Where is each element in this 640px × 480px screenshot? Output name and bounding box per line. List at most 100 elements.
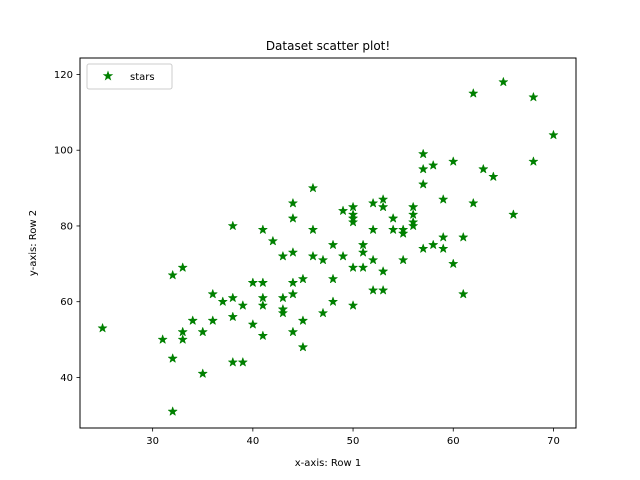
y-tick-label: 120 [54,70,73,81]
data-point [258,293,268,302]
legend: stars [86,63,173,90]
data-point [228,221,238,230]
data-point [248,319,258,329]
data-point [288,277,298,287]
plot-area [80,58,576,428]
data-point [408,217,418,227]
data-point [208,289,218,299]
data-point [458,232,468,242]
x-tick-label: 30 [146,436,159,447]
y-axis-label: y-axis: Row 2 [28,210,39,276]
scatter-points [97,77,559,416]
data-point [168,270,178,280]
data-point [348,217,358,227]
y-tick-label: 80 [60,221,73,232]
data-point [368,224,378,234]
data-point [408,209,418,219]
data-point [198,368,208,378]
plot-frame [79,57,577,429]
data-point [178,334,188,344]
data-point [278,304,288,314]
data-point [228,293,238,302]
data-point [168,353,178,363]
data-point [178,327,188,337]
data-point [378,202,388,212]
data-point [358,239,368,249]
data-point [398,224,408,234]
data-point [328,296,338,306]
data-point [288,327,298,337]
data-point [448,258,458,268]
data-point [418,149,428,159]
data-point [478,164,488,174]
y-tick-label: 40 [60,373,73,384]
data-point [198,327,208,337]
data-point [408,202,418,212]
data-point [498,77,509,87]
legend-star-marker [102,70,114,81]
data-point [328,274,338,283]
data-point [508,209,519,219]
data-point [288,198,298,208]
data-point [228,357,238,367]
legend-star-icon [102,70,114,81]
data-point [308,251,318,261]
data-point [548,130,559,140]
data-point [208,315,218,325]
data-point [368,285,378,295]
data-point [378,194,388,204]
y-tick-label: 60 [60,297,73,308]
data-point [348,202,358,212]
data-point [418,164,428,174]
data-point [278,308,288,318]
data-point [308,183,318,193]
data-point [388,213,398,223]
data-point [458,289,468,299]
legend-label: stars [130,72,155,83]
data-point [298,274,308,283]
data-point [258,224,268,234]
data-point [348,262,358,272]
data-point [258,330,268,340]
x-tick-label: 40 [246,436,259,447]
data-point [428,160,438,170]
data-point [248,277,258,287]
data-point [348,300,358,310]
data-point [238,300,248,310]
data-point [438,194,448,204]
data-point [438,243,448,253]
data-point [318,308,328,318]
x-tick-label: 70 [547,436,560,447]
legend-box [86,63,173,90]
data-point [358,262,368,272]
data-point [228,311,238,321]
data-point [438,232,448,242]
data-point [448,156,458,166]
data-point [328,239,338,249]
data-point [398,255,408,265]
data-point [528,156,539,166]
data-point [428,239,438,249]
data-point [288,247,298,257]
data-point [157,334,168,344]
data-point [408,221,418,230]
chart-title: Dataset scatter plot! [266,39,390,53]
data-point [298,315,308,325]
data-point [468,88,478,98]
y-tick-label: 100 [54,146,73,157]
data-point [278,293,288,302]
data-point [468,198,478,208]
x-axis-label: x-axis: Row 1 [295,458,361,469]
data-point [258,277,268,287]
data-point [388,224,398,234]
data-point [168,406,178,416]
axis-ticks: 30 40 50 60 70 40 60 80 100 120 [54,70,560,447]
data-point [238,357,248,367]
data-point [368,255,378,265]
data-point [348,209,358,219]
data-point [288,213,298,223]
data-point [308,224,318,234]
data-point [258,300,268,310]
data-point [188,315,198,325]
